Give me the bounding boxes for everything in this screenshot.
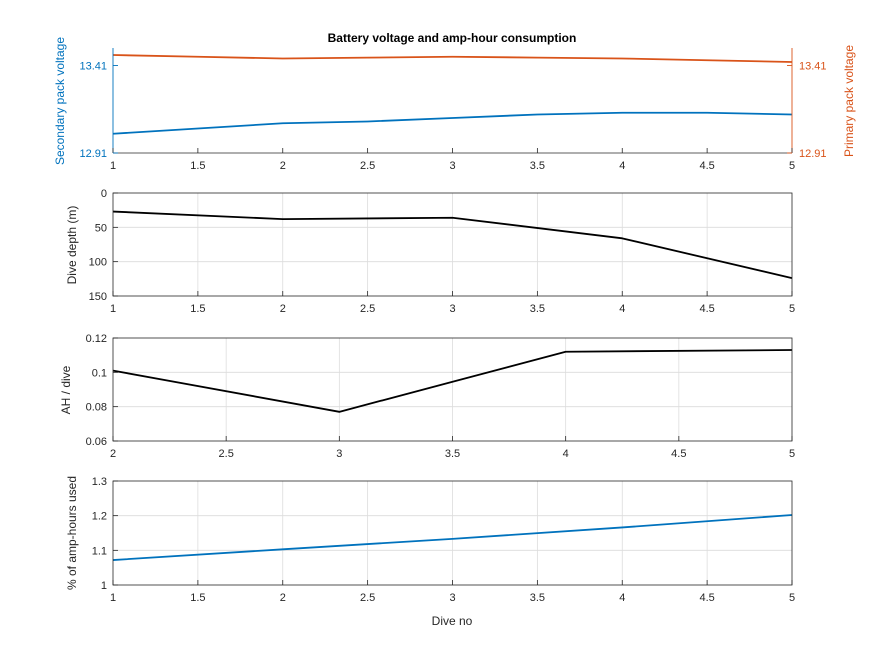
series-line-1 xyxy=(112,111,793,135)
x-tick-label: 3.5 xyxy=(445,448,460,460)
series-line-0 xyxy=(112,514,793,561)
y-tick-label: 1 xyxy=(101,580,107,592)
series-line-0 xyxy=(112,210,793,280)
x-tick-label: 5 xyxy=(789,160,795,172)
y-tick-label: 0 xyxy=(101,188,107,200)
x-tick-label: 4.5 xyxy=(671,448,686,460)
x-tick-label: 2.5 xyxy=(360,160,375,172)
y-axis-label-right: Primary pack voltage xyxy=(842,45,856,157)
x-axis-label: Dive no xyxy=(432,614,473,628)
y-tick-label-left: 12.91 xyxy=(79,148,107,160)
y-axis-label: Dive depth (m) xyxy=(65,206,79,285)
x-tick-label: 1.5 xyxy=(190,592,205,604)
x-tick-label: 3 xyxy=(449,303,455,315)
y-tick-label: 50 xyxy=(95,222,107,234)
x-tick-label: 3.5 xyxy=(530,160,545,172)
x-tick-label: 2 xyxy=(280,592,286,604)
x-tick-label: 4.5 xyxy=(699,303,714,315)
x-tick-label: 2 xyxy=(280,303,286,315)
x-tick-label: 1 xyxy=(110,592,116,604)
ah-per-dive-chart: AH / dive 2 2.5 3 3.5 4 4.5 5 0.06 0.08 0.1 0.12 xyxy=(59,333,795,460)
x-tick-label: 1.5 xyxy=(190,160,205,172)
x-tick-label: 1 xyxy=(110,160,116,172)
y-axis-label-left: Secondary pack voltage xyxy=(53,37,67,165)
y-tick-label: 0.08 xyxy=(86,402,107,414)
x-tick-label: 3.5 xyxy=(530,303,545,315)
y-tick-label-right: 13.41 xyxy=(799,61,827,73)
y-tick-label-right: 12.91 xyxy=(799,148,827,160)
x-tick-label: 1 xyxy=(110,303,116,315)
series-line-0 xyxy=(112,349,793,413)
x-tick-label: 5 xyxy=(789,303,795,315)
y-tick-label: 0.1 xyxy=(92,367,107,379)
x-tick-label: 1.5 xyxy=(190,303,205,315)
dive-depth-chart: Dive depth (m) 1 1.5 2 2.5 3 3.5 4 4.5 505010015… xyxy=(65,188,795,315)
x-tick-label: 2 xyxy=(110,448,116,460)
x-tick-label: 3 xyxy=(449,592,455,604)
y-tick-label: 0.06 xyxy=(86,436,107,448)
x-tick-label: 2.5 xyxy=(360,592,375,604)
x-tick-label: 3.5 xyxy=(530,592,545,604)
x-tick-label: 2.5 xyxy=(360,303,375,315)
x-tick-label: 5 xyxy=(789,592,795,604)
x-tick-label: 4 xyxy=(563,448,569,460)
x-tick-label: 4 xyxy=(619,303,625,315)
y-tick-label: 100 xyxy=(89,257,107,269)
x-tick-label: 3 xyxy=(336,448,342,460)
y-tick-label: 150 xyxy=(89,291,107,303)
y-tick-label: 1.3 xyxy=(92,476,107,488)
x-tick-label: 4 xyxy=(619,160,625,172)
y-tick-label: 1.2 xyxy=(92,511,107,523)
y-tick-label-left: 13.41 xyxy=(79,61,107,73)
y-axis-label: % of amp-hours used xyxy=(65,476,79,590)
x-tick-label: 4.5 xyxy=(699,592,714,604)
x-tick-label: 3 xyxy=(449,160,455,172)
x-tick-label: 2.5 xyxy=(219,448,234,460)
x-tick-label: 2 xyxy=(280,160,286,172)
y-axis-label: AH / dive xyxy=(59,365,73,414)
x-tick-label: 4 xyxy=(619,592,625,604)
x-tick-label: 4.5 xyxy=(699,160,714,172)
y-tick-label: 1.1 xyxy=(92,545,107,557)
amp-hours-used-chart: % of amp-hours used Dive no 1 1.5 2 2.5 3 3.5… xyxy=(65,476,795,628)
y-tick-label: 0.12 xyxy=(86,333,107,345)
chart-title: Battery voltage and amp-hour consumption xyxy=(328,31,577,45)
x-tick-label: 5 xyxy=(789,448,795,460)
series-line-0 xyxy=(112,54,793,63)
voltage-chart: Battery voltage and amp-hour consumption… xyxy=(53,31,856,172)
